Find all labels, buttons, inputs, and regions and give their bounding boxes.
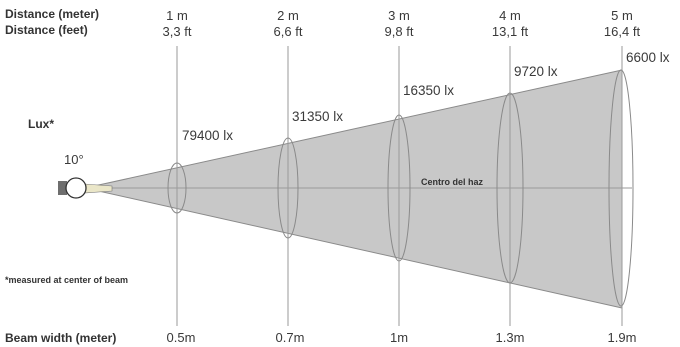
measurement-note: *measured at center of beam [5,275,128,285]
distance-meter-label: Distance (meter) [5,7,99,21]
spotlight-icon [58,177,113,199]
beam-width-2m: 0.7m [276,330,305,345]
distance-m-5: 5 m [611,8,633,23]
beam-section-3m [387,114,411,262]
beam-width-5m: 1.9m [608,330,637,345]
lux-value-1m: 79400 lx [182,128,233,143]
beam-cone [84,69,623,309]
distance-ft-4: 13,1 ft [492,24,529,39]
beam-width-3m: 1m [390,330,408,345]
distance-ft-1: 3,3 ft [163,24,192,39]
beam-section-1m [167,162,187,214]
lux-value-5m: 6600 lx [626,50,670,65]
beam-width-4m: 1.3m [496,330,525,345]
distance-feet-label: Distance (feet) [5,23,88,37]
beam-width-1m: 0.5m [167,330,196,345]
beam-section-2m [277,137,299,239]
beam-width-label: Beam width (meter) [5,331,116,345]
distance-ft-5: 16,4 ft [604,24,641,39]
lux-label: Lux* [28,117,54,131]
distance-ft-3: 9,8 ft [385,24,414,39]
beam-section-4m [496,92,524,284]
beam-center-label: Centro del haz [421,177,484,187]
distance-m-3: 3 m [388,8,410,23]
lux-value-3m: 16350 lx [403,83,454,98]
distance-m-4: 4 m [499,8,521,23]
lux-value-2m: 31350 lx [292,109,343,124]
distance-ft-2: 6,6 ft [274,24,303,39]
distance-m-1: 1 m [166,8,188,23]
beam-angle-label: 10° [64,152,84,167]
distance-m-2: 2 m [277,8,299,23]
beam-section-5m [608,69,634,307]
lux-value-4m: 9720 lx [514,64,558,79]
